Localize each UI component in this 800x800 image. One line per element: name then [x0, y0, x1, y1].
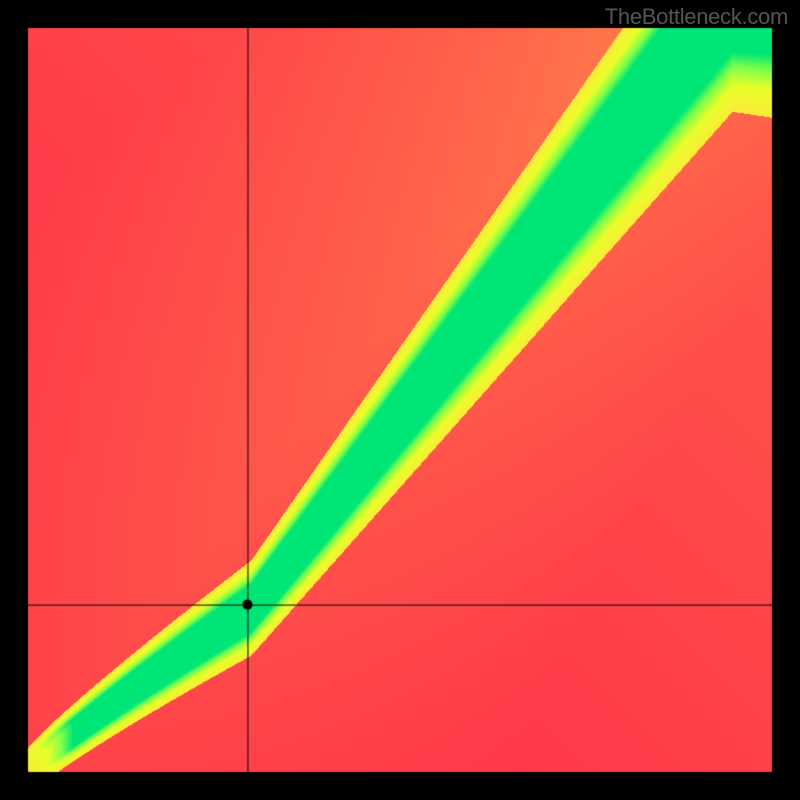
heatmap-canvas: [0, 0, 800, 800]
attribution-label: TheBottleneck.com: [605, 4, 788, 30]
chart-container: TheBottleneck.com: [0, 0, 800, 800]
